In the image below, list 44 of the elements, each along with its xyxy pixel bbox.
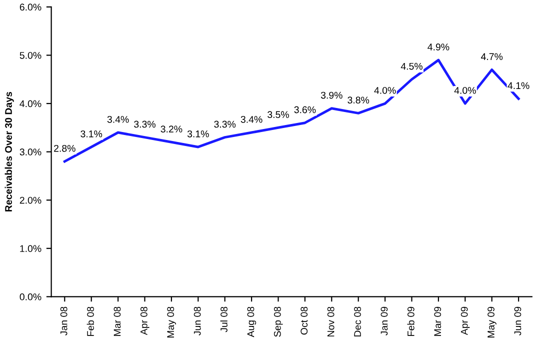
data-label: 4.5%	[400, 62, 422, 70]
y-tick-label: 2.0%	[20, 196, 42, 204]
x-tick-label: Jan 09	[380, 306, 388, 336]
y-tick-label: 3.0%	[20, 148, 42, 156]
y-tick-label: 5.0%	[20, 52, 42, 59]
data-label: 4.7%	[480, 53, 503, 60]
data-label: 3.9%	[320, 92, 342, 99]
x-tick-label: Aug 08	[247, 306, 256, 338]
x-tick-label: Mar 08	[114, 306, 121, 336]
data-label: 3.1%	[80, 130, 102, 138]
data-label: 3.8%	[348, 96, 370, 104]
y-axis-title: Receivables Over 30 Days	[4, 92, 14, 212]
x-tick-label: May 08	[167, 306, 176, 338]
data-label: 2.8%	[54, 144, 76, 152]
data-label: 3.5%	[268, 111, 289, 118]
data-label: 4.0%	[374, 86, 396, 94]
data-label: 4.1%	[508, 82, 530, 90]
x-tick-label: Apr 09	[460, 306, 470, 336]
data-label: 3.3%	[134, 120, 156, 128]
y-tick-label: 4.0%	[20, 100, 42, 108]
y-tick-label: 1.0%	[20, 245, 42, 252]
x-tick-label: Jun 09	[514, 306, 522, 336]
x-tick-label: Nov 08	[327, 306, 334, 336]
data-label: 3.4%	[240, 116, 262, 123]
data-label: 3.6%	[294, 106, 316, 114]
data-label: 3.4%	[107, 116, 129, 123]
x-tick-label: Jan 08	[60, 306, 68, 336]
x-tick-label: May 09	[488, 306, 496, 338]
data-label: 4.9%	[428, 44, 450, 50]
x-tick-label: Dec 08	[354, 306, 361, 336]
x-tick-label: Jun 08	[194, 306, 201, 336]
data-label: 3.2%	[160, 126, 182, 133]
x-tick-label: Jul 08	[220, 306, 228, 332]
x-tick-label: Apr 08	[140, 306, 150, 336]
x-tick-label: Feb 09	[407, 306, 414, 336]
x-tick-label: Feb 08	[86, 306, 94, 336]
data-label: 3.3%	[214, 120, 236, 128]
x-tick-label: Oct 08	[300, 306, 308, 335]
data-label: 4.0%	[454, 86, 476, 94]
x-tick-label: Mar 09	[434, 306, 442, 336]
y-tick-label: 6.0%	[20, 4, 42, 11]
data-label: 3.1%	[187, 130, 209, 138]
x-tick-label: Sep 08	[274, 306, 283, 337]
y-tick-label: 0.0%	[20, 293, 42, 300]
